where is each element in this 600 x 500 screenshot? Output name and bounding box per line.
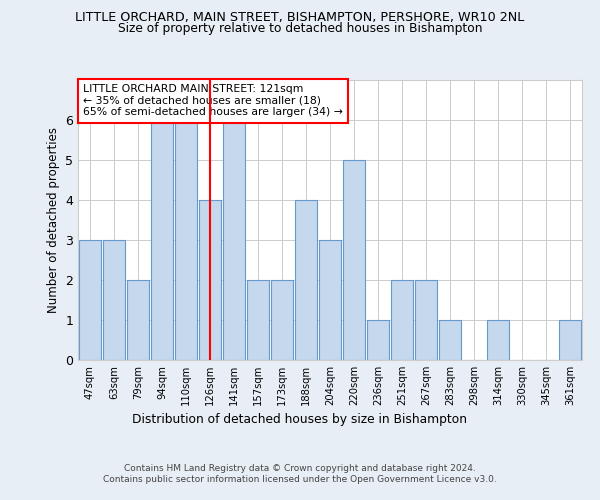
Bar <box>247 280 269 360</box>
Text: Contains HM Land Registry data © Crown copyright and database right 2024.: Contains HM Land Registry data © Crown c… <box>124 464 476 473</box>
Bar <box>559 320 581 360</box>
Bar <box>415 280 437 360</box>
Text: Size of property relative to detached houses in Bishampton: Size of property relative to detached ho… <box>118 22 482 35</box>
Text: LITTLE ORCHARD, MAIN STREET, BISHAMPTON, PERSHORE, WR10 2NL: LITTLE ORCHARD, MAIN STREET, BISHAMPTON,… <box>76 11 524 24</box>
Bar <box>343 160 365 360</box>
Text: Distribution of detached houses by size in Bishampton: Distribution of detached houses by size … <box>133 412 467 426</box>
Bar <box>487 320 509 360</box>
Bar <box>223 120 245 360</box>
Bar <box>391 280 413 360</box>
Text: Contains public sector information licensed under the Open Government Licence v3: Contains public sector information licen… <box>103 475 497 484</box>
Bar <box>175 120 197 360</box>
Bar <box>199 200 221 360</box>
Bar <box>127 280 149 360</box>
Bar <box>151 120 173 360</box>
Bar <box>367 320 389 360</box>
Text: LITTLE ORCHARD MAIN STREET: 121sqm
← 35% of detached houses are smaller (18)
65%: LITTLE ORCHARD MAIN STREET: 121sqm ← 35%… <box>83 84 343 117</box>
Y-axis label: Number of detached properties: Number of detached properties <box>47 127 59 313</box>
Bar <box>439 320 461 360</box>
Bar <box>295 200 317 360</box>
Bar <box>271 280 293 360</box>
Bar <box>319 240 341 360</box>
Bar <box>79 240 101 360</box>
Bar <box>103 240 125 360</box>
